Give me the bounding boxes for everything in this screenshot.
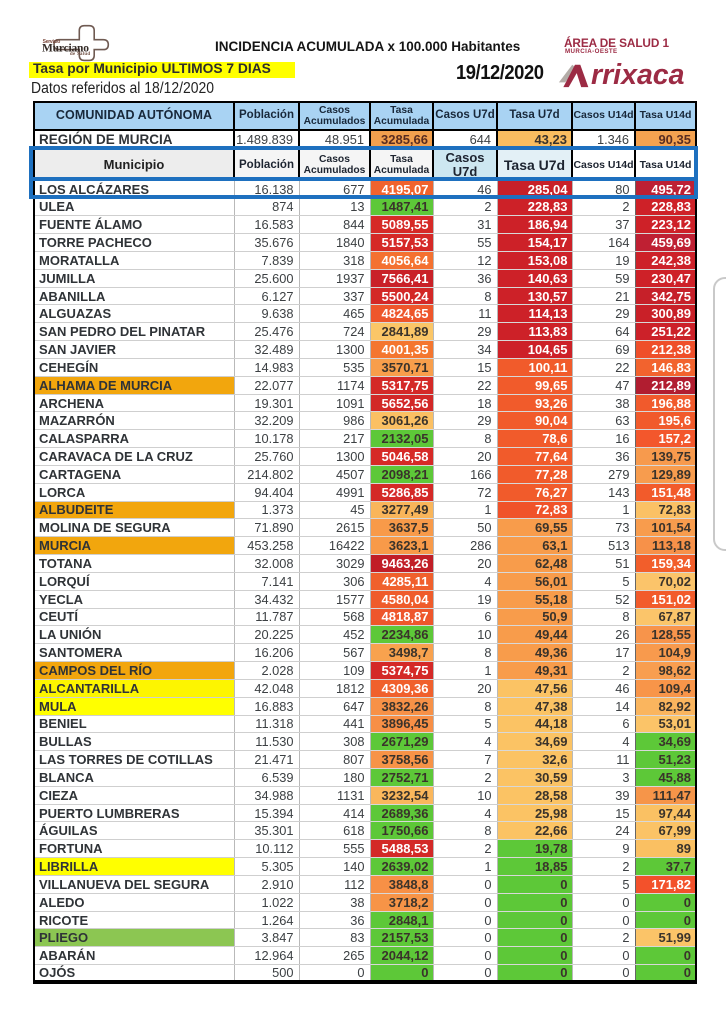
svg-text:de Salud: de Salud bbox=[70, 52, 90, 57]
svg-text:Murciano: Murciano bbox=[42, 43, 89, 55]
svg-text:Servicio: Servicio bbox=[43, 39, 61, 45]
